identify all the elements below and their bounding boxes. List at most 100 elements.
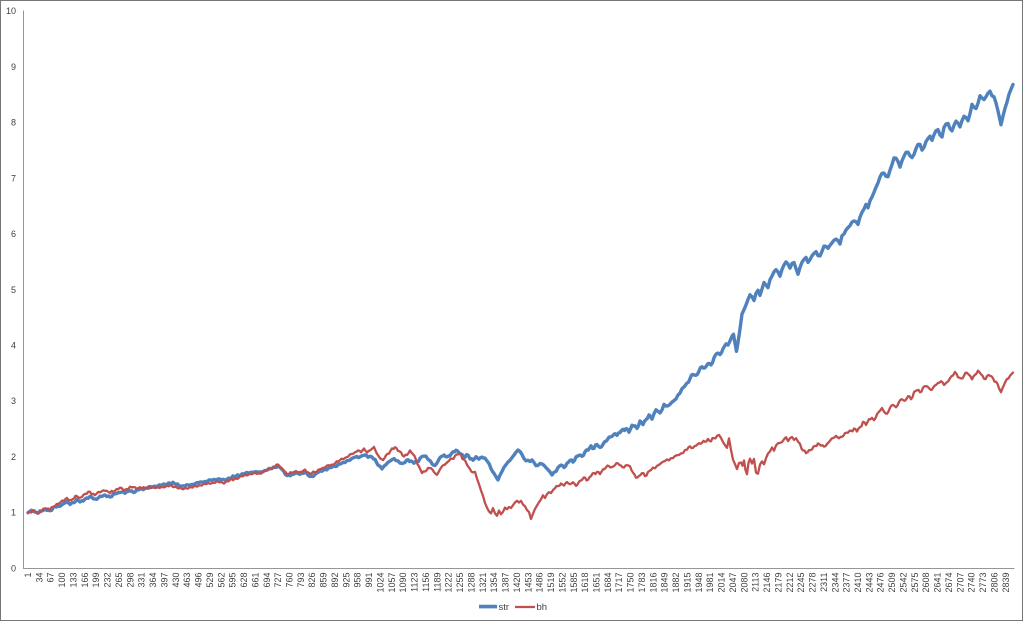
svg-text:2014: 2014 <box>717 573 727 593</box>
svg-text:595: 595 <box>228 573 238 588</box>
svg-text:1849: 1849 <box>660 573 670 593</box>
svg-text:2377: 2377 <box>842 573 852 593</box>
svg-text:463: 463 <box>182 573 192 588</box>
svg-text:364: 364 <box>148 573 158 588</box>
svg-text:298: 298 <box>125 573 135 588</box>
svg-text:1651: 1651 <box>592 573 602 593</box>
svg-text:100: 100 <box>57 573 67 588</box>
svg-text:1882: 1882 <box>671 573 681 593</box>
svg-text:2740: 2740 <box>967 573 977 593</box>
svg-text:1519: 1519 <box>546 573 556 593</box>
svg-text:1750: 1750 <box>626 573 636 593</box>
svg-text:2674: 2674 <box>944 573 954 593</box>
svg-text:1222: 1222 <box>444 573 454 593</box>
svg-text:2509: 2509 <box>887 573 897 593</box>
svg-text:0: 0 <box>11 563 16 573</box>
svg-text:2047: 2047 <box>728 573 738 593</box>
svg-text:199: 199 <box>91 573 101 588</box>
svg-text:4: 4 <box>11 341 16 351</box>
svg-text:2542: 2542 <box>899 573 909 593</box>
svg-text:2608: 2608 <box>921 573 931 593</box>
svg-text:628: 628 <box>239 573 249 588</box>
svg-text:1783: 1783 <box>637 573 647 593</box>
svg-text:2773: 2773 <box>978 573 988 593</box>
svg-text:1585: 1585 <box>569 573 579 593</box>
svg-text:2245: 2245 <box>796 573 806 593</box>
svg-text:2476: 2476 <box>876 573 886 593</box>
svg-text:2410: 2410 <box>853 573 863 593</box>
svg-text:1420: 1420 <box>512 573 522 593</box>
svg-text:133: 133 <box>69 573 79 588</box>
svg-text:2344: 2344 <box>830 573 840 593</box>
svg-text:694: 694 <box>262 573 272 588</box>
svg-text:1717: 1717 <box>614 573 624 593</box>
svg-text:1288: 1288 <box>466 573 476 593</box>
svg-text:str: str <box>499 602 510 613</box>
svg-text:2278: 2278 <box>808 573 818 593</box>
svg-text:2839: 2839 <box>1001 573 1011 593</box>
svg-text:2080: 2080 <box>739 573 749 593</box>
svg-text:1684: 1684 <box>603 573 613 593</box>
svg-text:1090: 1090 <box>398 573 408 593</box>
svg-text:1981: 1981 <box>705 573 715 593</box>
svg-text:1: 1 <box>11 508 16 518</box>
svg-text:2146: 2146 <box>762 573 772 593</box>
svg-text:430: 430 <box>171 573 181 588</box>
svg-text:8: 8 <box>11 118 16 128</box>
svg-text:1453: 1453 <box>523 573 533 593</box>
svg-text:1486: 1486 <box>535 573 545 593</box>
svg-text:2707: 2707 <box>955 573 965 593</box>
svg-text:1948: 1948 <box>694 573 704 593</box>
svg-text:826: 826 <box>307 573 317 588</box>
svg-text:331: 331 <box>137 573 147 588</box>
svg-text:5: 5 <box>11 285 16 295</box>
svg-text:1189: 1189 <box>432 573 442 592</box>
svg-text:1321: 1321 <box>478 573 488 593</box>
svg-text:2806: 2806 <box>989 573 999 593</box>
svg-text:1255: 1255 <box>455 573 465 593</box>
svg-text:2641: 2641 <box>933 573 943 593</box>
svg-text:1123: 1123 <box>410 573 420 592</box>
svg-text:958: 958 <box>353 573 363 588</box>
svg-text:760: 760 <box>285 573 295 588</box>
svg-text:859: 859 <box>319 573 329 588</box>
svg-text:10: 10 <box>6 6 16 16</box>
svg-text:2: 2 <box>11 452 16 462</box>
svg-text:232: 232 <box>103 573 113 588</box>
svg-text:2212: 2212 <box>785 573 795 593</box>
svg-text:1552: 1552 <box>557 573 567 593</box>
svg-text:3: 3 <box>11 396 16 406</box>
svg-text:34: 34 <box>34 573 44 583</box>
svg-text:397: 397 <box>159 573 169 588</box>
svg-text:1024: 1024 <box>376 573 386 593</box>
svg-text:1915: 1915 <box>683 573 693 593</box>
svg-text:265: 265 <box>114 573 124 588</box>
svg-text:2179: 2179 <box>773 573 783 593</box>
svg-text:6: 6 <box>11 229 16 239</box>
svg-text:496: 496 <box>194 573 204 588</box>
svg-text:1057: 1057 <box>387 573 397 593</box>
svg-text:166: 166 <box>80 573 90 588</box>
svg-text:7: 7 <box>11 173 16 183</box>
svg-text:1354: 1354 <box>489 573 499 593</box>
svg-text:661: 661 <box>250 573 260 588</box>
svg-text:bh: bh <box>537 602 548 613</box>
svg-text:2443: 2443 <box>864 573 874 593</box>
svg-text:925: 925 <box>341 573 351 588</box>
svg-text:9: 9 <box>11 62 16 72</box>
svg-text:892: 892 <box>330 573 340 588</box>
svg-text:529: 529 <box>205 573 215 588</box>
svg-text:1387: 1387 <box>501 573 511 593</box>
svg-text:1816: 1816 <box>648 573 658 593</box>
svg-text:2113: 2113 <box>751 573 761 592</box>
svg-text:1156: 1156 <box>421 573 431 592</box>
svg-text:67: 67 <box>46 573 56 583</box>
svg-text:2575: 2575 <box>910 573 920 593</box>
svg-text:1: 1 <box>23 573 33 578</box>
svg-text:1618: 1618 <box>580 573 590 593</box>
svg-text:562: 562 <box>216 573 226 588</box>
svg-text:2311: 2311 <box>819 573 829 592</box>
svg-text:793: 793 <box>296 573 306 588</box>
svg-text:727: 727 <box>273 573 283 588</box>
svg-text:991: 991 <box>364 573 374 588</box>
